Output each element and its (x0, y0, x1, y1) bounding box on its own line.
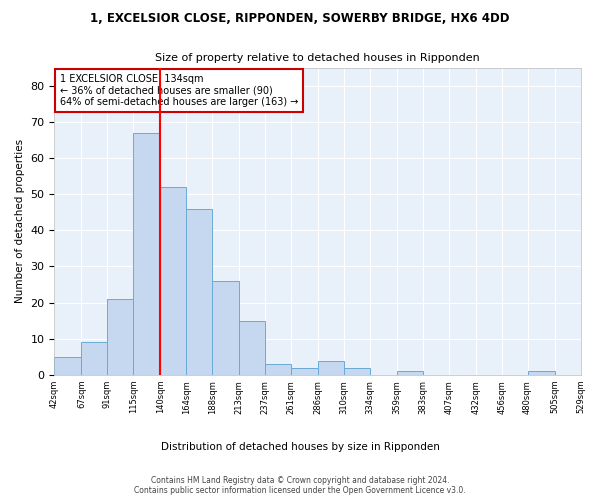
Bar (212, 281, 239, 375)
Bar (55, 357, 82, 375)
Title: Size of property relative to detached houses in Ripponden: Size of property relative to detached ho… (155, 52, 480, 62)
Y-axis label: Number of detached properties: Number of detached properties (15, 139, 25, 304)
Bar (160, 187, 186, 375)
Bar (82, 342, 107, 375)
Bar (318, 360, 344, 375)
Bar (397, 372, 423, 375)
Text: 1 EXCELSIOR CLOSE: 134sqm
← 36% of detached houses are smaller (90)
64% of semi-: 1 EXCELSIOR CLOSE: 134sqm ← 36% of detac… (59, 74, 298, 107)
Bar (291, 368, 318, 375)
Text: Distribution of detached houses by size in Ripponden: Distribution of detached houses by size … (161, 442, 439, 452)
Bar (527, 372, 554, 375)
Bar (186, 208, 212, 375)
Text: Contains HM Land Registry data © Crown copyright and database right 2024.
Contai: Contains HM Land Registry data © Crown c… (134, 476, 466, 495)
Text: 1, EXCELSIOR CLOSE, RIPPONDEN, SOWERBY BRIDGE, HX6 4DD: 1, EXCELSIOR CLOSE, RIPPONDEN, SOWERBY B… (90, 12, 510, 26)
Bar (133, 132, 160, 375)
Bar (107, 299, 133, 375)
Bar (239, 320, 265, 375)
Bar (265, 364, 291, 375)
Bar (344, 368, 370, 375)
